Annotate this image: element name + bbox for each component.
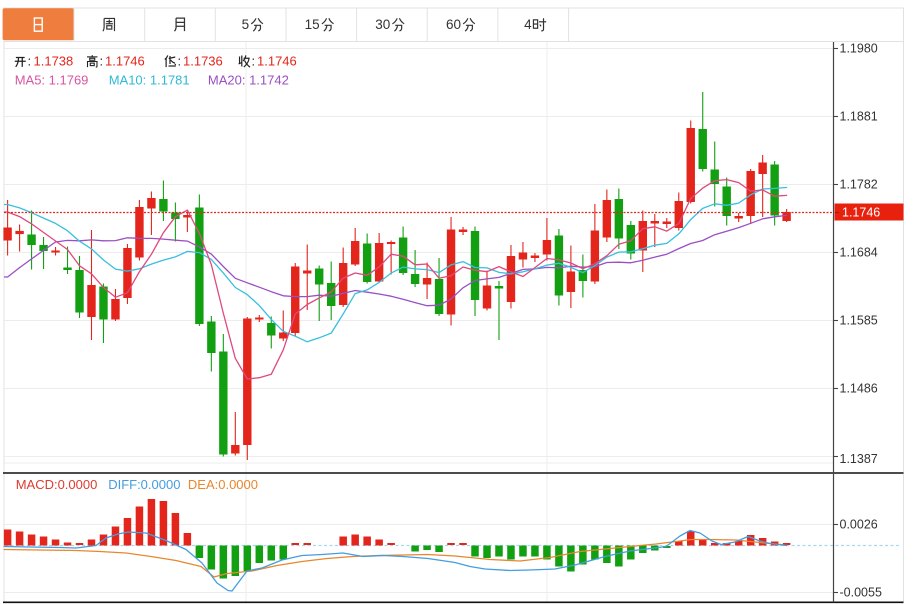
svg-text:30: 30	[375, 17, 390, 32]
svg-text:-0.0055: -0.0055	[840, 586, 882, 600]
svg-text:MA10: 1.1781: MA10: 1.1781	[109, 73, 190, 88]
svg-text:MA20: 1.1742: MA20: 1.1742	[208, 73, 289, 88]
svg-text:1.1746: 1.1746	[842, 206, 880, 220]
svg-text:1.1746: 1.1746	[257, 54, 297, 69]
svg-text:1.1585: 1.1585	[840, 314, 878, 328]
svg-text::: :	[28, 54, 32, 69]
svg-text:1.1980: 1.1980	[840, 42, 878, 56]
svg-text:DEA:0.0000: DEA:0.0000	[188, 477, 258, 492]
svg-text:DIFF:0.0000: DIFF:0.0000	[108, 477, 180, 492]
svg-text:60: 60	[446, 17, 461, 32]
svg-text::: :	[252, 54, 256, 69]
svg-text:1.1486: 1.1486	[840, 382, 878, 396]
svg-text:5: 5	[242, 17, 250, 32]
svg-text::: :	[178, 54, 182, 69]
svg-text:MACD:0.0000: MACD:0.0000	[16, 477, 98, 492]
svg-text:MA5: 1.1769: MA5: 1.1769	[15, 73, 89, 88]
svg-text:1.1738: 1.1738	[34, 54, 74, 69]
svg-text:1.1684: 1.1684	[840, 246, 878, 260]
svg-text:15: 15	[305, 17, 320, 32]
svg-text:1.1387: 1.1387	[840, 452, 878, 466]
svg-text:1.1782: 1.1782	[840, 178, 878, 192]
svg-text:0.0026: 0.0026	[840, 518, 878, 532]
svg-text::: :	[100, 54, 104, 69]
svg-text:1.1736: 1.1736	[183, 54, 223, 69]
svg-text:4: 4	[524, 17, 532, 32]
svg-text:1.1746: 1.1746	[105, 54, 145, 69]
svg-text:1.1881: 1.1881	[840, 110, 878, 124]
